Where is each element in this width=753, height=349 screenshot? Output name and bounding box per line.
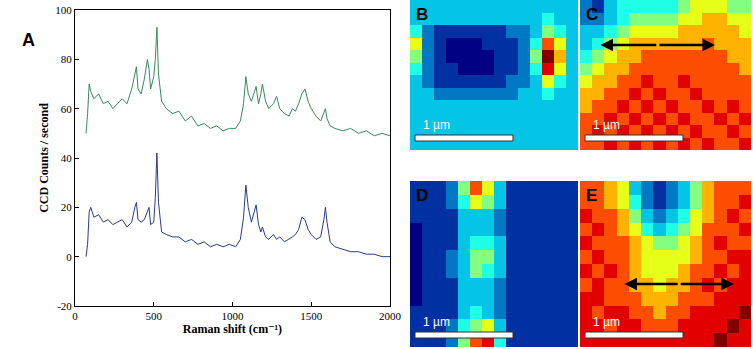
svg-text:B: B — [416, 5, 428, 24]
svg-text:CCD Counts / second: CCD Counts / second — [37, 103, 51, 213]
svg-text:-20: -20 — [57, 300, 72, 312]
svg-text:500: 500 — [146, 310, 163, 322]
svg-text:0: 0 — [72, 310, 78, 322]
svg-text:1 µm: 1 µm — [423, 118, 450, 132]
svg-text:80: 80 — [61, 53, 73, 65]
svg-text:C: C — [586, 5, 598, 24]
svg-text:1 µm: 1 µm — [593, 315, 620, 329]
svg-text:1000: 1000 — [222, 310, 245, 322]
svg-text:A: A — [22, 30, 35, 50]
svg-text:20: 20 — [61, 201, 73, 213]
svg-text:E: E — [586, 186, 597, 205]
svg-text:Raman shift (cm⁻¹): Raman shift (cm⁻¹) — [183, 322, 282, 336]
svg-text:100: 100 — [55, 4, 72, 16]
svg-text:60: 60 — [61, 103, 73, 115]
svg-text:40: 40 — [61, 152, 73, 164]
svg-text:1 µm: 1 µm — [423, 315, 450, 329]
svg-text:2000: 2000 — [379, 310, 402, 322]
svg-text:1 µm: 1 µm — [593, 118, 620, 132]
svg-text:1500: 1500 — [300, 310, 323, 322]
svg-text:0: 0 — [66, 251, 72, 263]
svg-text:D: D — [416, 186, 428, 205]
